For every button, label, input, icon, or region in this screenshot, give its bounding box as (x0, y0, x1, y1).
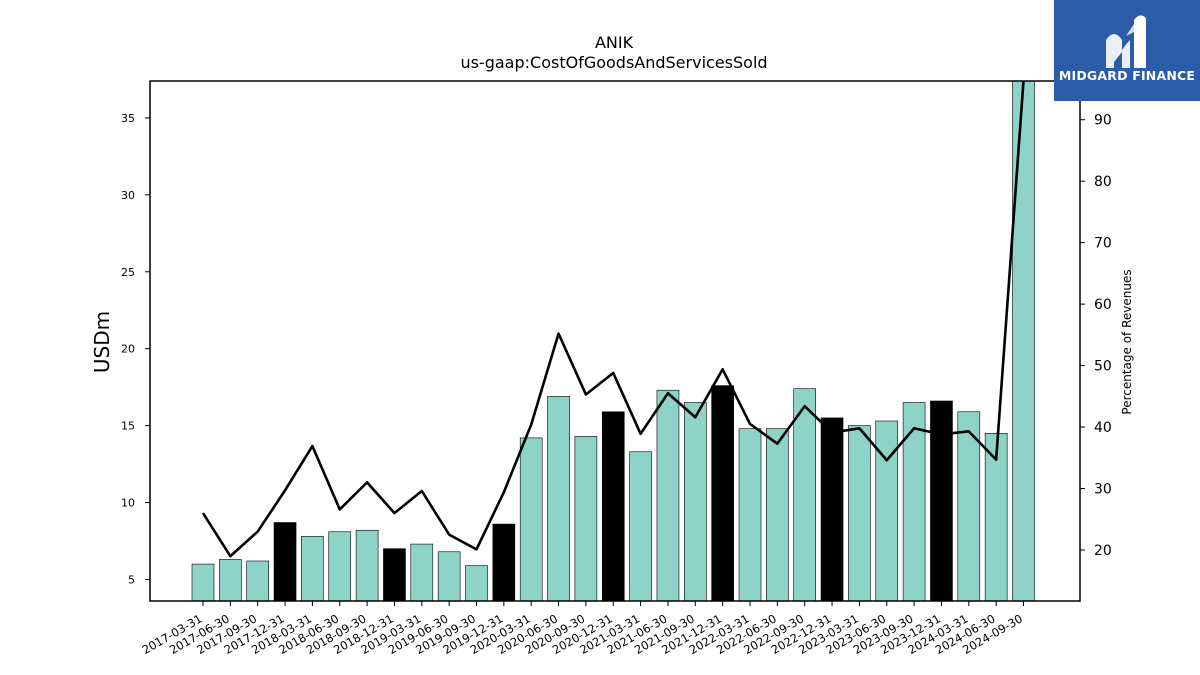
bar (601, 411, 625, 602)
y-tick-label: 35 (121, 112, 135, 125)
bar (930, 400, 953, 602)
x-ticks-group: 2017-03-312017-06-302017-09-302017-12-31… (140, 601, 1025, 657)
y2-tick-label: 50 (1094, 359, 1112, 375)
y2-axis-label: Percentage of Revenues (1120, 269, 1134, 414)
bar (246, 560, 269, 602)
bar (355, 529, 379, 602)
bar (301, 536, 324, 602)
bar (793, 388, 817, 602)
logo-mark-icon (1106, 15, 1146, 68)
bar (519, 437, 543, 602)
bar (410, 543, 434, 602)
bar (683, 402, 707, 602)
bar (492, 523, 516, 602)
bar (1012, 80, 1035, 602)
plot-frame (149, 80, 1081, 602)
y2-ticks-group: 20 30 40 50 60 70 80 90 (1080, 113, 1112, 559)
y2-tick-label: 30 (1094, 482, 1112, 498)
y-tick-label: 30 (121, 189, 135, 202)
chart-title: ANIK (595, 33, 634, 52)
y2-tick-label: 90 (1094, 113, 1112, 129)
bar (656, 389, 680, 602)
y-tick-label: 20 (121, 343, 135, 356)
bar (191, 563, 215, 602)
y2-tick-label: 20 (1094, 543, 1112, 559)
y2-tick-label: 40 (1094, 420, 1112, 436)
bar (383, 548, 406, 602)
bars-group (191, 80, 1035, 602)
bar (711, 385, 734, 602)
bar (629, 451, 652, 602)
bar (820, 417, 844, 602)
bar (547, 396, 570, 602)
y2-tick-label: 80 (1094, 174, 1112, 190)
bar (848, 425, 871, 602)
bar (328, 531, 352, 602)
y-axis-label: USDm (90, 311, 114, 373)
bar (219, 559, 242, 602)
y-tick-label: 5 (128, 573, 135, 586)
bar (273, 522, 297, 602)
y2-tick-label: 60 (1094, 297, 1112, 313)
bar (875, 420, 899, 602)
bar (902, 402, 926, 602)
chart-subtitle: us-gaap:CostOfGoodsAndServicesSold (460, 53, 767, 72)
bar (437, 551, 461, 602)
bar (738, 428, 762, 602)
bar (574, 436, 598, 602)
y-tick-label: 10 (121, 497, 135, 510)
line-group (201, 80, 1025, 558)
brand-logo: MIDGARD FINANCE (1054, 0, 1200, 101)
y-tick-label: 15 (121, 420, 135, 433)
y2-tick-label: 70 (1094, 236, 1112, 252)
revenue-percentage-line (201, 80, 1025, 558)
y-ticks-group: 5 10 15 20 25 30 35 (121, 112, 150, 586)
bar (465, 565, 488, 602)
logo-text: MIDGARD FINANCE (1058, 68, 1196, 83)
bar (766, 428, 789, 602)
y-tick-label: 25 (121, 266, 135, 279)
